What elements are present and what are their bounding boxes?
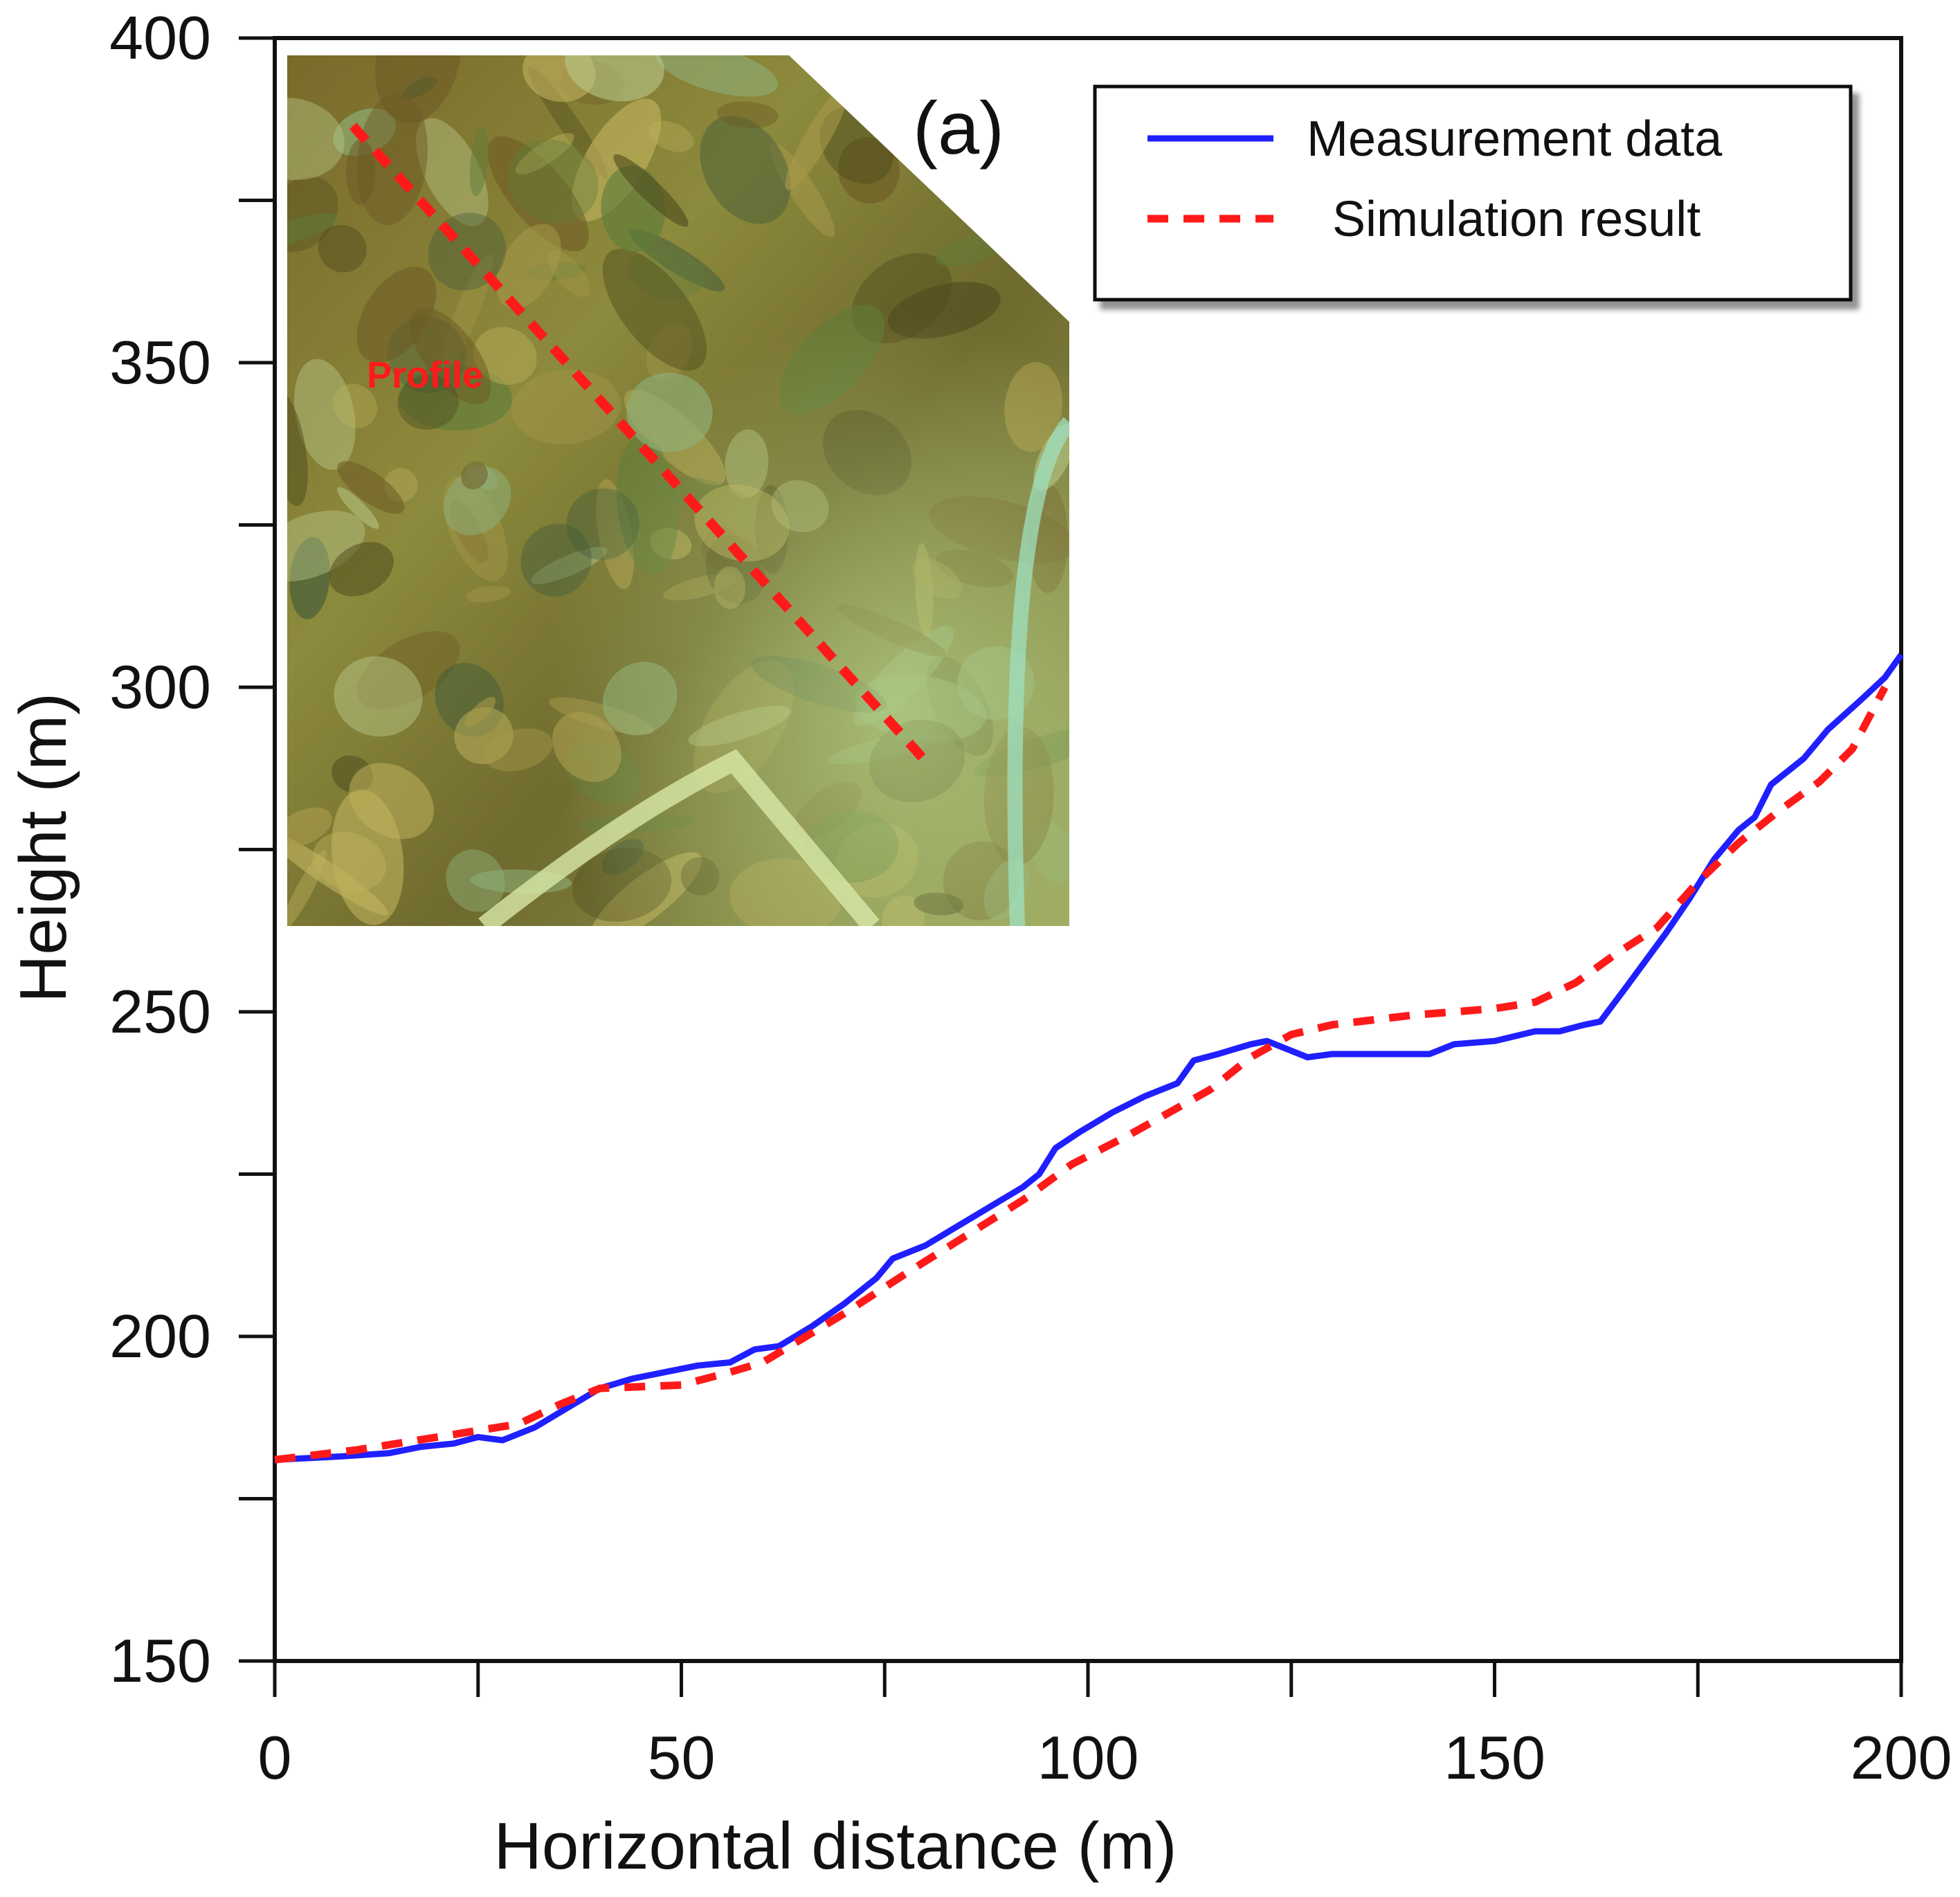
inset-texture [287, 55, 1069, 926]
y-axis-title: Height (m) [6, 693, 80, 1003]
x-tick-label: 150 [1444, 1723, 1545, 1792]
terrain-channel [1007, 417, 1069, 926]
legend: Measurement data Simulation result [1093, 84, 1853, 302]
measurement-data-line [274, 653, 1904, 1463]
y-tick-label: 250 [109, 977, 211, 1046]
terrain-patch [1017, 55, 1069, 102]
y-tick-label: 400 [109, 3, 211, 72]
panel-label: (a) [913, 86, 1004, 170]
terrain-patch [1017, 55, 1069, 109]
simulation-result-line [274, 685, 1889, 1464]
y-tick-label: 200 [109, 1302, 211, 1370]
x-tick-label: 200 [1851, 1723, 1952, 1792]
legend-box [1093, 84, 1853, 302]
legend-label-measurement: Measurement data [1307, 111, 1723, 167]
profile-line [349, 122, 933, 768]
x-tick-label: 0 [258, 1723, 292, 1792]
series-lines [274, 653, 1904, 1464]
x-tick-label: 100 [1037, 1723, 1139, 1792]
x-tick-label: 50 [648, 1723, 716, 1792]
y-tick-label: 150 [109, 1626, 211, 1695]
x-axis-title: Horizontal distance (m) [494, 1809, 1177, 1883]
terrain-road [478, 749, 880, 926]
y-tick-label: 300 [109, 653, 211, 721]
terrain-patch [1001, 55, 1057, 84]
y-tick-label: 350 [109, 328, 211, 397]
axes: 0 50 100 150 200 150 200 250 300 350 400 [109, 3, 1952, 1792]
legend-label-simulation: Simulation result [1332, 192, 1700, 247]
profile-label: Profile [367, 354, 483, 396]
inset-terrain-image: Profile [287, 55, 1069, 926]
